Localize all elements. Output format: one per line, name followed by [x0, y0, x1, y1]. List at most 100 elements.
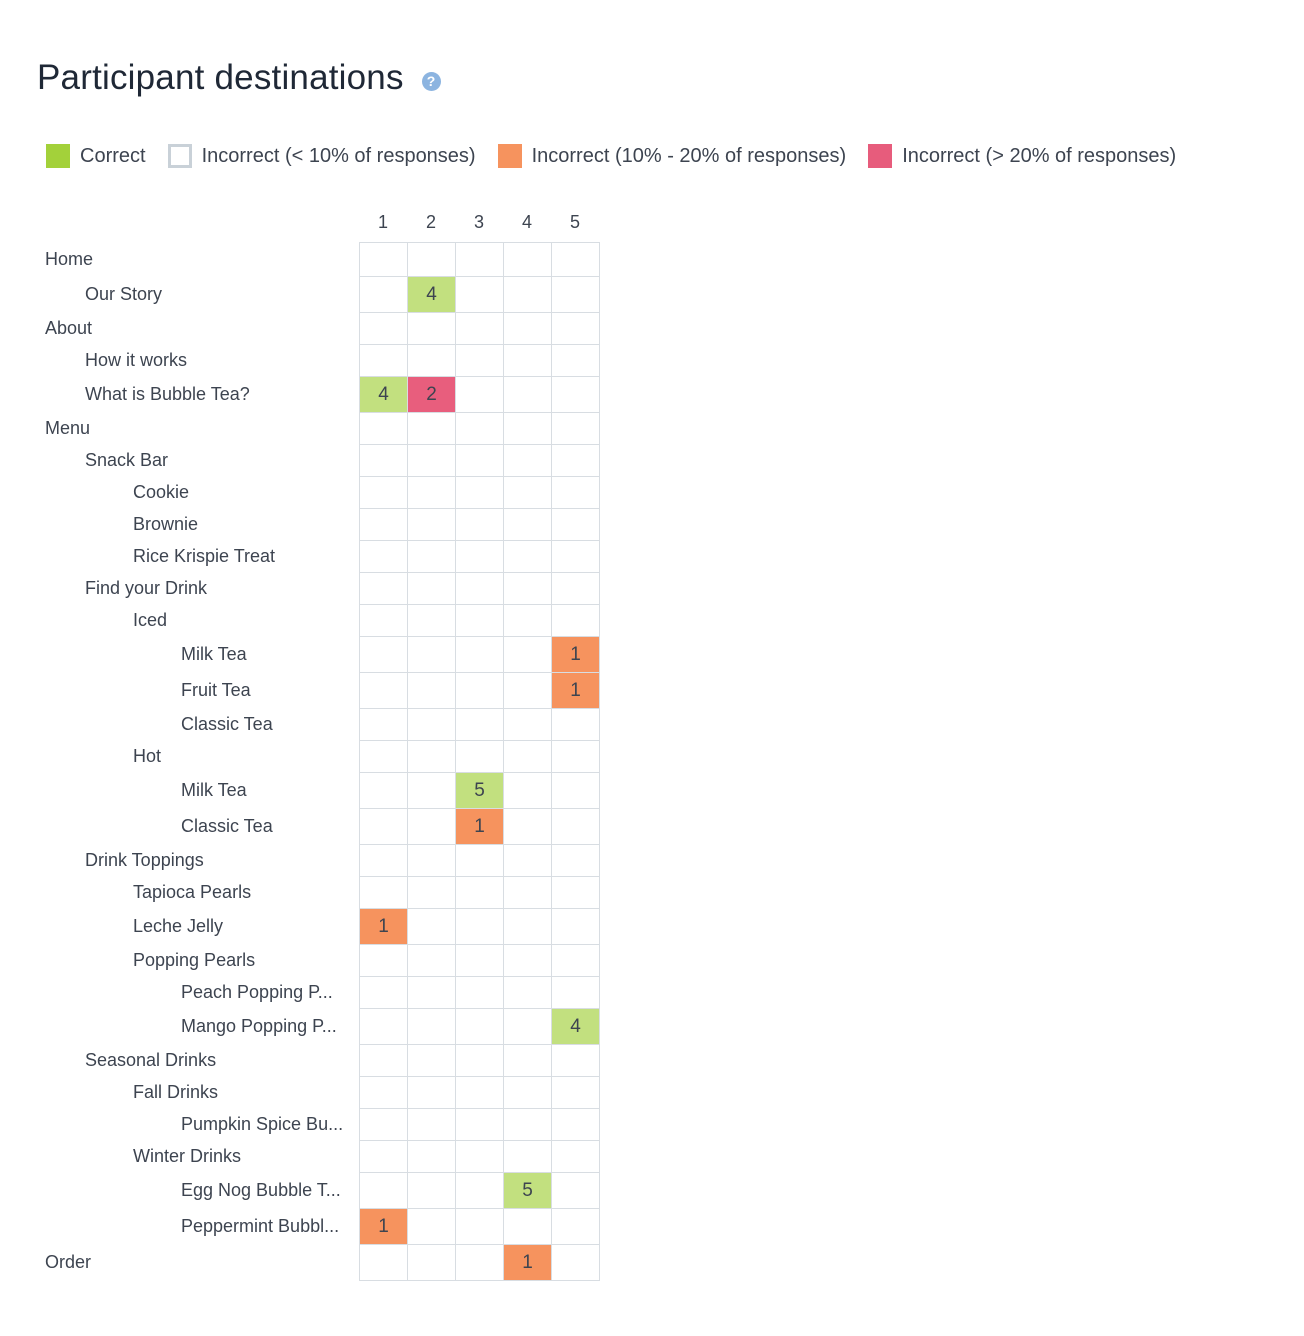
row-label: Milk Tea — [181, 644, 247, 664]
matrix-cell — [407, 908, 456, 945]
matrix-cell — [503, 312, 552, 345]
matrix-cell — [503, 242, 552, 277]
matrix-cell — [551, 1208, 600, 1245]
row-label: Brownie — [133, 514, 199, 534]
matrix-cell — [455, 1244, 504, 1281]
matrix-cell — [503, 908, 552, 945]
matrix-cell — [407, 1008, 456, 1045]
matrix-cell — [407, 540, 456, 573]
column-header-2: 2 — [425, 212, 436, 232]
matrix-cell-incorrect-mid[interactable]: 1 — [359, 1208, 408, 1245]
matrix-cell-correct[interactable]: 4 — [551, 1008, 600, 1045]
matrix-cell — [359, 508, 408, 541]
matrix-cell — [407, 1208, 456, 1245]
matrix-cell — [359, 412, 408, 445]
row-label: Mango Popping P... — [181, 1016, 337, 1036]
matrix-cell — [551, 976, 600, 1009]
matrix-cell — [359, 876, 408, 909]
matrix-cell — [551, 740, 600, 773]
legend-item-incorrect-high: Incorrect (> 20% of responses) — [868, 144, 1176, 168]
matrix-cell — [503, 636, 552, 673]
matrix-cell-incorrect-mid[interactable]: 1 — [359, 908, 408, 945]
matrix-cell — [551, 540, 600, 573]
matrix-cell — [359, 242, 408, 277]
matrix-cell — [407, 708, 456, 741]
matrix-cell — [551, 844, 600, 877]
matrix-cell — [551, 444, 600, 477]
matrix-cell — [407, 572, 456, 605]
matrix-cell — [551, 476, 600, 509]
matrix-cell — [455, 908, 504, 945]
row-label: Menu — [45, 418, 91, 438]
matrix-cell-incorrect-mid[interactable]: 1 — [551, 636, 600, 673]
matrix-cell — [359, 636, 408, 673]
row-label: Popping Pearls — [133, 950, 256, 970]
legend-label: Incorrect (10% - 20% of responses) — [531, 144, 847, 167]
matrix-cell — [359, 604, 408, 637]
matrix-cell-correct[interactable]: 4 — [359, 376, 408, 413]
matrix-cell — [503, 808, 552, 845]
matrix-cell — [455, 636, 504, 673]
row-label: Order — [45, 1252, 92, 1272]
matrix-cell — [503, 876, 552, 909]
legend-label: Correct — [80, 144, 146, 167]
matrix-cell — [503, 672, 552, 709]
matrix-cell — [503, 540, 552, 573]
matrix-cell — [551, 412, 600, 445]
matrix-cell — [455, 708, 504, 741]
matrix-cell-correct[interactable]: 5 — [455, 772, 504, 809]
matrix-cell — [503, 944, 552, 977]
matrix-cell-incorrect-mid[interactable]: 1 — [503, 1244, 552, 1281]
matrix-cell — [503, 740, 552, 773]
row-label: Peach Popping P... — [181, 982, 333, 1002]
matrix-cell — [455, 1076, 504, 1109]
row-label: Tapioca Pearls — [133, 882, 252, 902]
matrix-cell — [359, 1244, 408, 1281]
row-label: Peppermint Bubbl... — [181, 1216, 340, 1236]
row-label: Cookie — [133, 482, 190, 502]
matrix-cell-correct[interactable]: 5 — [503, 1172, 552, 1209]
matrix-cell — [407, 944, 456, 977]
matrix-cell — [455, 1044, 504, 1077]
row-label: Pumpkin Spice Bu... — [181, 1114, 344, 1134]
matrix-cell — [551, 908, 600, 945]
matrix-cell — [503, 1108, 552, 1141]
legend-swatch — [167, 144, 192, 168]
page-title-text: Participant destinations — [37, 58, 404, 97]
matrix-cell-correct[interactable]: 4 — [407, 276, 456, 313]
matrix-cell-incorrect-mid[interactable]: 1 — [551, 672, 600, 709]
column-header-5: 5 — [569, 212, 580, 232]
matrix-cell — [359, 1008, 408, 1045]
legend-item-incorrect-low: Incorrect (< 10% of responses) — [167, 144, 476, 168]
matrix-cell — [359, 672, 408, 709]
matrix-cell — [551, 376, 600, 413]
matrix-cell — [551, 1076, 600, 1109]
matrix-cell — [455, 876, 504, 909]
matrix-cell — [503, 1008, 552, 1045]
matrix-cell — [551, 944, 600, 977]
column-header-3: 3 — [473, 212, 484, 232]
matrix-cell — [359, 540, 408, 573]
matrix-cell — [359, 344, 408, 377]
matrix-cell-incorrect-mid[interactable]: 1 — [455, 808, 504, 845]
matrix-cell — [455, 1008, 504, 1045]
matrix-cell — [407, 476, 456, 509]
matrix-cell — [359, 312, 408, 345]
matrix-cell — [503, 572, 552, 605]
row-label: What is Bubble Tea? — [85, 384, 250, 404]
legend-swatch — [497, 144, 522, 168]
matrix-cell — [455, 444, 504, 477]
matrix-cell-incorrect-high[interactable]: 2 — [407, 376, 456, 413]
matrix-cell — [503, 476, 552, 509]
matrix-cell — [503, 508, 552, 541]
matrix-cell — [455, 844, 504, 877]
matrix-cell — [455, 672, 504, 709]
question-circle-icon[interactable]: ? — [421, 71, 441, 91]
matrix-cell — [407, 636, 456, 673]
matrix-cell — [359, 1076, 408, 1109]
matrix-cell — [407, 976, 456, 1009]
matrix-cell — [359, 572, 408, 605]
row-label: How it works — [85, 350, 188, 370]
matrix-cell — [551, 1140, 600, 1173]
matrix-cell — [455, 572, 504, 605]
